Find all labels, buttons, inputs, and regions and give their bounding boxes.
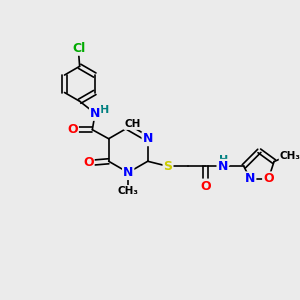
Text: N: N xyxy=(245,172,255,185)
Text: CH₃: CH₃ xyxy=(280,151,300,161)
Text: N: N xyxy=(142,132,153,145)
Text: N: N xyxy=(123,166,134,179)
Text: CH: CH xyxy=(124,119,141,129)
Text: CH₃: CH₃ xyxy=(118,186,139,196)
Text: O: O xyxy=(83,156,94,169)
Text: H: H xyxy=(100,105,109,115)
Text: N: N xyxy=(218,160,228,173)
Text: H: H xyxy=(220,155,229,165)
Text: S: S xyxy=(164,160,172,173)
Text: N: N xyxy=(90,107,100,120)
Text: O: O xyxy=(200,180,211,193)
Text: O: O xyxy=(263,172,274,185)
Text: O: O xyxy=(67,123,78,136)
Text: Cl: Cl xyxy=(72,42,85,55)
